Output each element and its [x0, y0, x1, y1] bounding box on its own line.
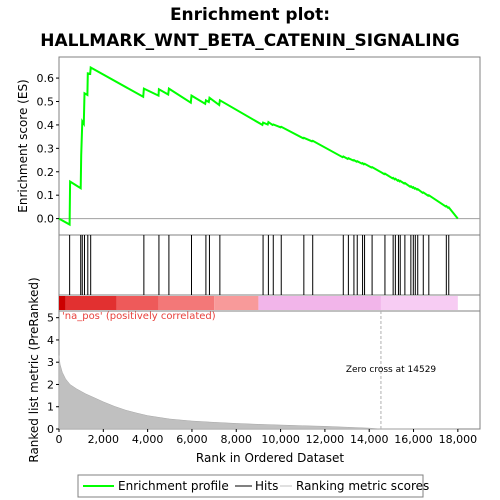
chart-title-line1: Enrichment plot: [170, 5, 330, 25]
x-tick-label: 2,000 [88, 433, 120, 446]
x-tick-label: 4,000 [132, 433, 164, 446]
metric-tick-label: 1 [47, 401, 54, 414]
x-tick-label: 14,000 [350, 433, 389, 446]
zero-cross-label: Zero cross at 14529 [346, 365, 437, 375]
x-tick-label: 18,000 [439, 433, 478, 446]
es-y-axis-label: Enrichment score (ES) [16, 79, 30, 212]
metric-y-axis-label: Ranked list metric (PreRanked) [27, 277, 41, 462]
hits-group [69, 235, 450, 295]
heatmap-segment [214, 296, 259, 310]
es-profile-line [58, 65, 459, 227]
es-tick-label: 0.2 [37, 166, 55, 179]
es-tick-label: 0.5 [37, 96, 55, 109]
heatmap-segment [258, 296, 381, 310]
x-tick-label: 0 [56, 433, 63, 446]
heatmap-segment [59, 296, 66, 310]
metric-tick-label: 2 [47, 378, 54, 391]
heatmap-segment [116, 296, 159, 310]
metric-panel [58, 310, 481, 430]
x-tick-label: 12,000 [306, 433, 345, 446]
es-tick-label: 0.3 [37, 142, 55, 155]
heatmap-bar [59, 296, 458, 310]
heatmap-segment [158, 296, 215, 310]
metric-tick-label: 4 [47, 334, 54, 347]
es-tick-label: 0.6 [37, 72, 55, 85]
legend-metric-label: Ranking metric scores [296, 479, 429, 493]
legend: Enrichment profile Hits Ranking metric s… [77, 474, 429, 498]
x-axis-label: Rank in Ordered Dataset [196, 451, 344, 465]
x-tick-label: 6,000 [176, 433, 208, 446]
x-tick-label: 8,000 [221, 433, 253, 446]
x-tick-label: 10,000 [261, 433, 300, 446]
es-panel [58, 56, 481, 236]
chart-title-line2: HALLMARK_WNT_BETA_CATENIN_SIGNALING [40, 31, 460, 51]
hits-panel [58, 234, 481, 296]
metric-y-ticks: 0 1 2 3 4 5 [47, 312, 59, 436]
metric-tick-label: 5 [47, 312, 54, 325]
positive-label: 'na_pos' (positively correlated) [62, 311, 216, 322]
es-tick-label: 0.1 [37, 189, 55, 202]
x-ticks: 0 2,000 4,000 6,000 8,000 10,000 12,000 14,000 1… [56, 429, 478, 446]
es-y-ticks: 0.0 0.1 0.2 0.3 0.4 0.5 0.6 [37, 72, 59, 226]
legend-hits-label: Hits [255, 479, 278, 493]
x-tick-label: 16,000 [394, 433, 433, 446]
metric-tick-label: 0 [47, 423, 54, 436]
heatmap-segment [380, 296, 458, 310]
heatmap-segment [65, 296, 117, 310]
es-tick-label: 0.0 [37, 213, 55, 226]
legend-es-label: Enrichment profile [118, 479, 229, 493]
metric-tick-label: 3 [47, 356, 54, 369]
es-tick-label: 0.4 [37, 119, 55, 132]
metric-area [58, 355, 458, 430]
